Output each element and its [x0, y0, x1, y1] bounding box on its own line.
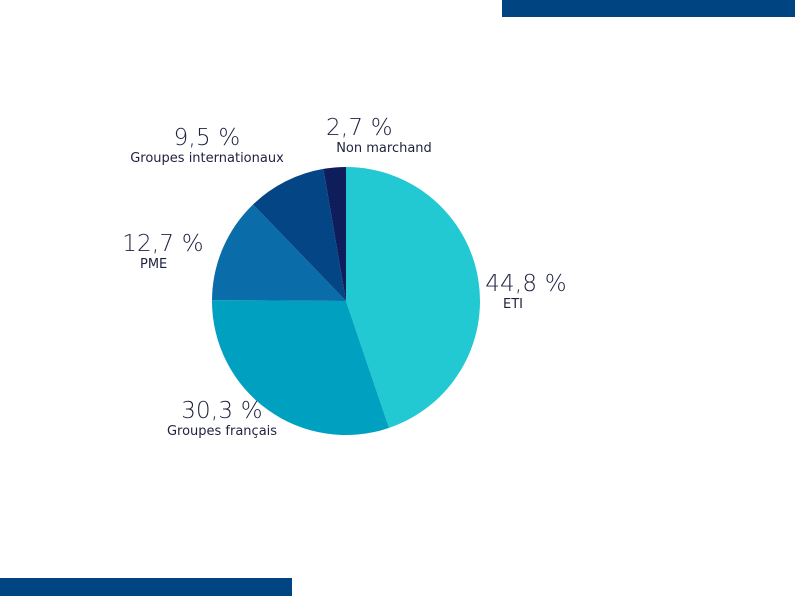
pie-slice-eti — [346, 167, 481, 428]
label-groupes-internationaux-value: 9,5 % — [173, 125, 241, 151]
pie-slice-pme — [212, 204, 346, 301]
top-decorative-bar — [502, 0, 795, 17]
label-groupes-internationaux: 9,5 % Groupes internationaux — [112, 125, 302, 167]
pie-slice-non-marchand — [323, 166, 346, 301]
bottom-decorative-bar — [0, 578, 292, 596]
pie-slice-groupes-fran-ais — [211, 300, 390, 436]
label-groupes-francais-name: Groupes français — [166, 424, 278, 439]
label-eti: 44,8 % ETI — [483, 271, 569, 313]
label-groupes-internationaux-name: Groupes internationaux — [130, 151, 284, 166]
label-groupes-francais: 30,3 % Groupes français — [140, 398, 304, 440]
label-eti-value: 44,8 % — [485, 271, 567, 297]
label-pme: 12,7 % PME — [118, 231, 208, 273]
label-eti-name: ETI — [503, 297, 523, 312]
label-non-marchand: 2,7 % Non marchand — [322, 115, 446, 157]
pie-slice-groupes-internationaux — [253, 168, 346, 301]
label-non-marchand-value: 2,7 % — [326, 115, 393, 141]
label-groupes-francais-value: 30,3 % — [181, 398, 263, 424]
label-non-marchand-name: Non marchand — [336, 141, 432, 156]
label-pme-value: 12,7 % — [122, 231, 204, 257]
label-pme-name: PME — [140, 257, 168, 272]
